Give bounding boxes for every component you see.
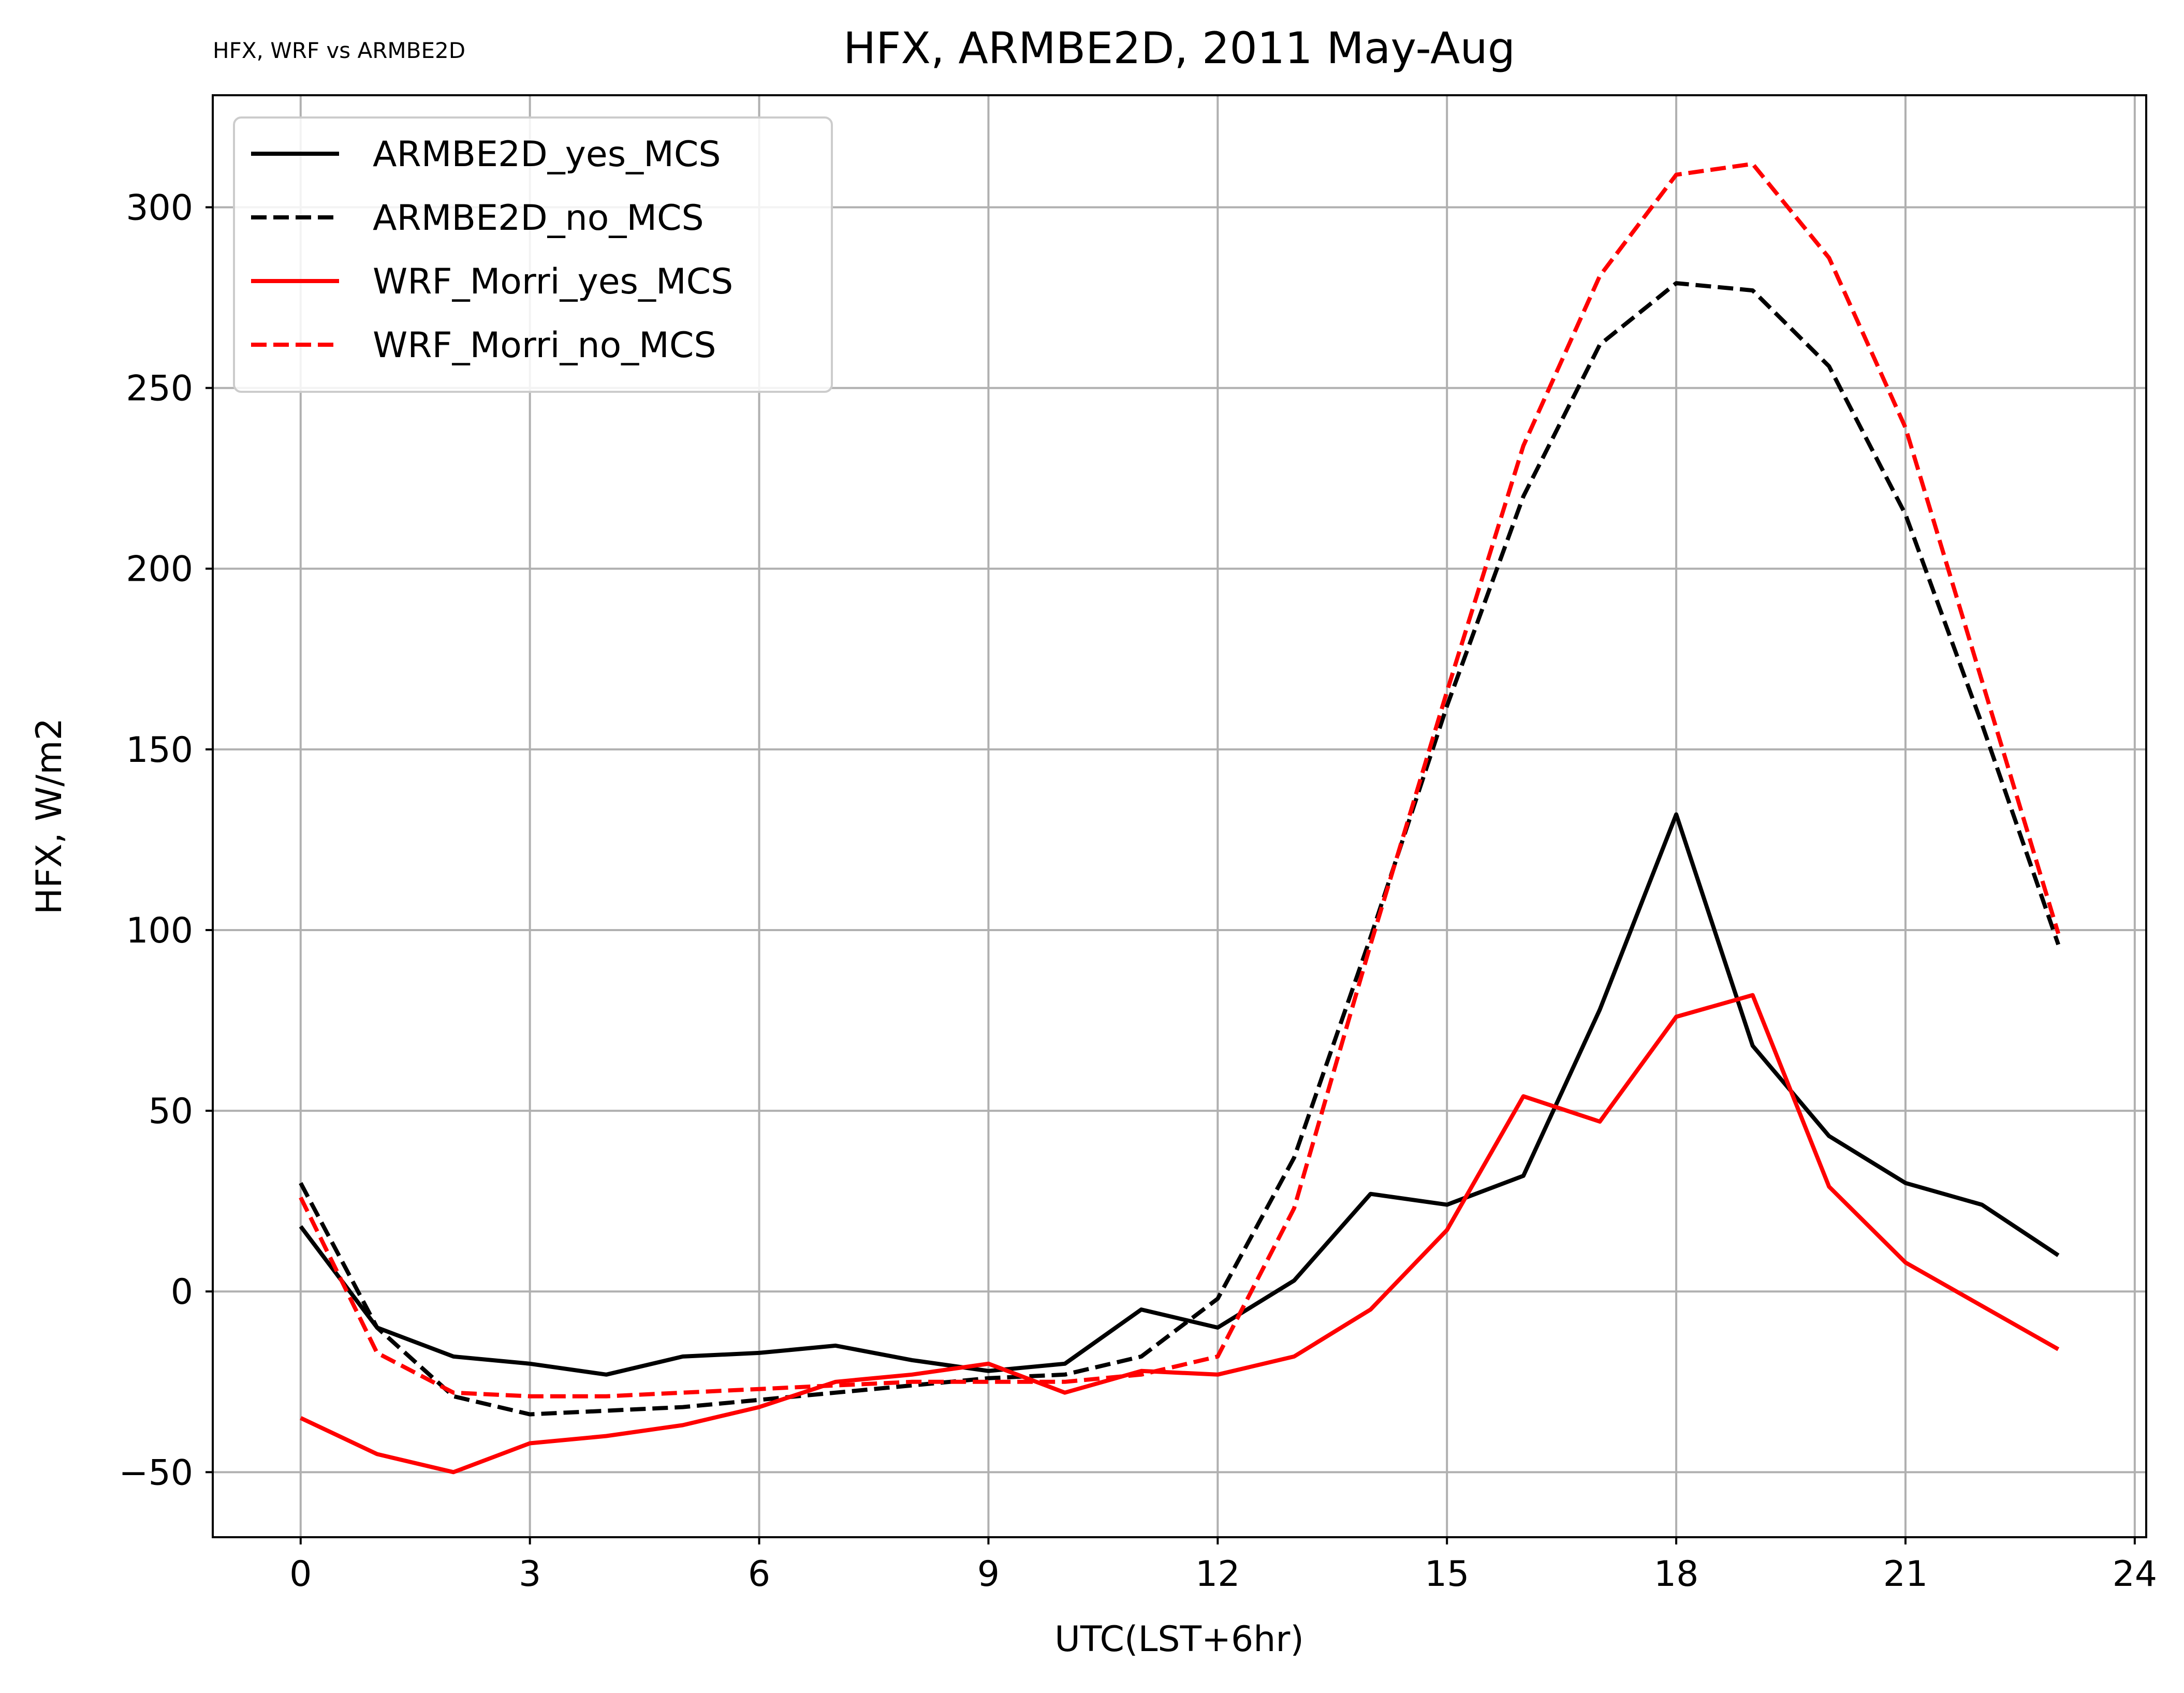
plot-frame: [212, 94, 2147, 1538]
x-tick-label: 9: [977, 1554, 1000, 1595]
y-tick-label: 300: [126, 187, 193, 228]
y-tick-label: 150: [126, 730, 193, 771]
y-tick-label: 250: [126, 369, 193, 409]
series-line-ARMBE2D_no_MCS: [299, 281, 2060, 1417]
y-tick-label: 200: [126, 549, 193, 590]
legend-label: WRF_Morri_yes_MCS: [373, 261, 733, 302]
y-tick-label: 100: [126, 910, 193, 951]
x-tick-label: 12: [1195, 1554, 1240, 1595]
x-tick-label: 18: [1654, 1554, 1699, 1595]
corner-label: HFX, WRF vs ARMBE2D: [213, 38, 465, 63]
legend-frame: [233, 116, 833, 393]
x-tick-label: 3: [519, 1554, 541, 1595]
legend-label: ARMBE2D_yes_MCS: [373, 134, 721, 175]
series-line-WRF_Morri_yes_MCS: [300, 993, 2060, 1475]
x-tick-label: 21: [1883, 1554, 1928, 1595]
series-line-ARMBE2D_yes_MCS: [299, 812, 2060, 1377]
x-tick-label: 6: [748, 1554, 770, 1595]
y-tick-label: −50: [119, 1452, 193, 1493]
legend-label: ARMBE2D_no_MCS: [373, 198, 704, 239]
y-axis-label: HFX, W/m2: [29, 718, 70, 915]
series-line-WRF_Morri_no_MCS: [299, 161, 2061, 1398]
legend: ARMBE2D_yes_MCS ARMBE2D_no_MCS WRF_Morri_y…: [233, 116, 833, 393]
x-axis-label: UTC(LST+6hr): [1054, 1619, 1304, 1660]
x-tick-label: 0: [289, 1554, 312, 1595]
x-tick-label: 24: [2113, 1554, 2158, 1595]
y-tick-label: 0: [171, 1272, 193, 1313]
series-lines: [299, 161, 2061, 1475]
y-axis: −50 0 50 100 150 200 250 300: [119, 187, 213, 1493]
chart-title: HFX, ARMBE2D, 2011 May-Aug: [843, 23, 1515, 73]
x-tick-label: 15: [1425, 1554, 1470, 1595]
legend-label: WRF_Morri_no_MCS: [373, 325, 716, 366]
y-tick-label: 50: [148, 1091, 193, 1132]
x-axis: 0 3 6 9 12 15 18 21 24: [289, 1537, 2157, 1595]
